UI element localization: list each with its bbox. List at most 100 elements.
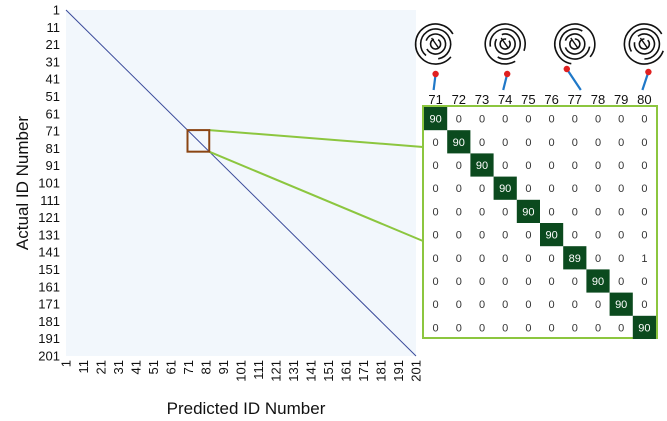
zoom-cell-value: 0 <box>502 206 508 218</box>
zoom-cell-value: 0 <box>525 183 531 195</box>
zoom-cell-value: 90 <box>638 322 650 334</box>
zoom-cell-value: 0 <box>525 160 531 172</box>
y-tick-label: 1 <box>53 3 60 18</box>
zoom-cell-value: 1 <box>641 253 647 265</box>
y-tick-label: 141 <box>38 245 60 260</box>
zoom-column-label: 79 <box>614 92 628 107</box>
zoom-cell-value: 0 <box>525 322 531 334</box>
x-tick-label: 111 <box>251 360 266 380</box>
x-axis-title: Predicted ID Number <box>167 399 326 418</box>
zoom-cell-value: 90 <box>522 206 534 218</box>
zoom-cell-value: 0 <box>595 230 601 242</box>
zoom-cell-value: 0 <box>502 322 508 334</box>
zoom-cell-value: 0 <box>572 206 578 218</box>
x-tick-labels: 1 11 21 31 41 51 61 71 81 91 101 111 121 131 141 151 161… <box>59 360 424 382</box>
x-tick-label: 71 <box>181 360 196 374</box>
y-tick-label: 201 <box>38 349 60 364</box>
x-tick-label: 141 <box>304 360 319 382</box>
zoom-cell-value: 0 <box>572 160 578 172</box>
zoom-cell-value: 0 <box>572 137 578 149</box>
zoom-cell-value: 0 <box>572 276 578 288</box>
maze-pattern-icon-71 <box>416 24 453 90</box>
zoom-cell-value: 0 <box>456 276 462 288</box>
zoom-cell-value: 90 <box>545 230 557 242</box>
zoom-column-label: 77 <box>568 92 582 107</box>
zoom-cell-value: 0 <box>595 322 601 334</box>
zoom-cell-value: 0 <box>433 160 439 172</box>
zoom-cell-value: 0 <box>456 206 462 218</box>
x-tick-label: 21 <box>94 360 109 374</box>
x-tick-label: 11 <box>76 360 91 374</box>
zoom-cell-value: 0 <box>433 137 439 149</box>
zoom-cell-value: 0 <box>549 160 555 172</box>
x-tick-label: 31 <box>111 360 126 374</box>
zoom-cell-value: 90 <box>615 299 627 311</box>
zoom-cell-value: 0 <box>572 299 578 311</box>
zoom-cell-value: 0 <box>572 183 578 195</box>
zoom-cell-value: 0 <box>572 230 578 242</box>
zoom-cell-value: 0 <box>641 206 647 218</box>
zoom-column-label: 74 <box>498 92 512 107</box>
y-tick-label: 51 <box>46 89 60 104</box>
y-tick-label: 131 <box>38 227 60 242</box>
maze-pattern-icon-80 <box>624 24 663 90</box>
zoom-cell-value: 0 <box>433 183 439 195</box>
zoom-cell-value: 0 <box>456 230 462 242</box>
zoom-cell-value: 0 <box>549 253 555 265</box>
zoom-cell-value: 0 <box>595 114 601 126</box>
zoom-cell-value: 89 <box>569 253 581 265</box>
zoom-cell-value: 0 <box>618 322 624 334</box>
zoom-cell-value: 0 <box>456 160 462 172</box>
zoom-cell-value: 0 <box>549 322 555 334</box>
x-tick-label: 121 <box>269 360 284 382</box>
zoom-cell-value: 0 <box>572 114 578 126</box>
zoom-column-labels: 71 72 73 74 75 76 77 78 79 80 <box>428 92 651 107</box>
zoom-cell-value: 0 <box>433 230 439 242</box>
y-tick-label: 31 <box>46 54 60 69</box>
zoom-cell-value: 0 <box>525 114 531 126</box>
zoom-cell-value: 0 <box>525 276 531 288</box>
y-tick-label: 71 <box>46 124 60 139</box>
x-tick-label: 201 <box>409 360 424 382</box>
zoom-cell-value: 0 <box>618 160 624 172</box>
zoom-cell-value: 90 <box>429 114 441 126</box>
x-tick-label: 101 <box>234 360 249 382</box>
x-tick-label: 151 <box>321 360 336 382</box>
zoom-cell-value: 0 <box>456 253 462 265</box>
zoom-column-label: 72 <box>452 92 466 107</box>
zoom-cell-value: 0 <box>641 137 647 149</box>
y-tick-label: 101 <box>38 176 60 191</box>
x-tick-label: 1 <box>59 360 74 367</box>
x-tick-label: 51 <box>146 360 161 374</box>
zoom-cell-value: 0 <box>618 183 624 195</box>
zoom-cell-value: 0 <box>479 230 485 242</box>
zoom-cell-value: 0 <box>479 137 485 149</box>
zoom-cell-value: 0 <box>618 276 624 288</box>
zoom-cell-value: 90 <box>453 137 465 149</box>
y-tick-label: 11 <box>47 20 61 35</box>
y-tick-label: 181 <box>38 314 60 329</box>
zoom-cell-value: 0 <box>502 160 508 172</box>
zoom-cell-value: 0 <box>502 137 508 149</box>
x-tick-label: 41 <box>129 360 144 374</box>
zoom-cell-value: 0 <box>502 253 508 265</box>
y-axis-title: Actual ID Number <box>13 116 32 250</box>
x-tick-label: 61 <box>164 360 179 374</box>
zoom-column-label: 73 <box>475 92 489 107</box>
zoom-column-label: 78 <box>591 92 605 107</box>
y-tick-label: 111 <box>40 193 60 208</box>
zoom-column-label: 80 <box>637 92 651 107</box>
zoom-cell-value: 0 <box>525 253 531 265</box>
zoom-cell-value: 0 <box>479 183 485 195</box>
x-tick-label: 131 <box>286 360 301 382</box>
maze-pattern-icon-74 <box>485 24 525 90</box>
zoom-cell-value: 0 <box>549 276 555 288</box>
zoom-cell-value: 90 <box>499 183 511 195</box>
maze-icons <box>416 24 664 90</box>
y-tick-label: 41 <box>46 72 60 87</box>
zoom-cell-value: 0 <box>618 137 624 149</box>
zoom-cell-value: 0 <box>479 114 485 126</box>
zoom-cell-value: 0 <box>502 299 508 311</box>
zoom-cell-value: 0 <box>479 253 485 265</box>
